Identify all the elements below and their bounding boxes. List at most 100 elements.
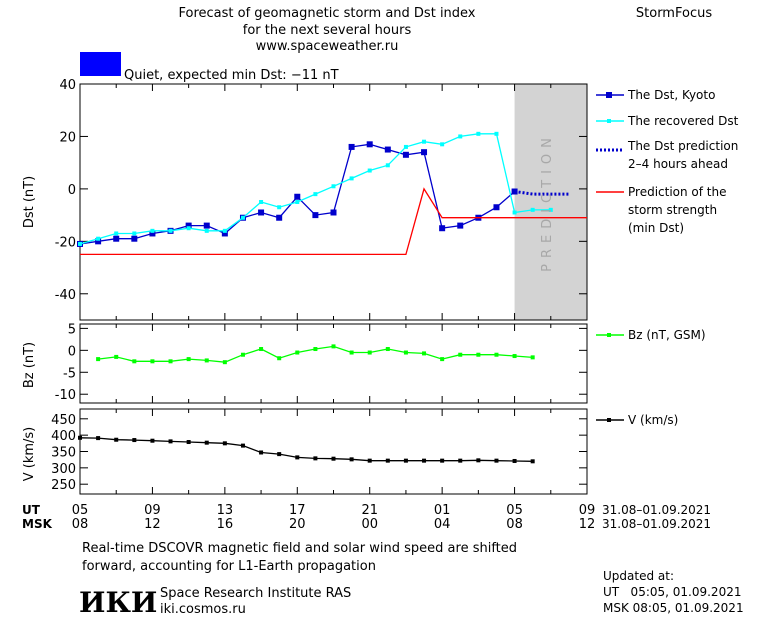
data-point bbox=[204, 228, 209, 233]
data-point bbox=[113, 235, 120, 242]
msk-tick-label: 12 bbox=[144, 517, 161, 532]
data-point bbox=[185, 222, 192, 229]
data-point bbox=[295, 200, 300, 204]
data-point bbox=[330, 209, 337, 216]
msk-tick-label: 04 bbox=[434, 517, 451, 532]
updated-label: Updated at: bbox=[603, 569, 674, 583]
msk-tick-label: 20 bbox=[289, 517, 306, 532]
data-point bbox=[277, 205, 282, 210]
y-tick-label: 0 bbox=[68, 183, 76, 198]
data-point bbox=[403, 458, 408, 463]
data-point bbox=[440, 357, 445, 362]
ut-tick-label: 01 bbox=[434, 503, 451, 518]
plot-frame bbox=[79, 323, 588, 404]
data-point bbox=[222, 360, 227, 365]
data-point bbox=[222, 441, 227, 446]
ut-tick-label: 09 bbox=[579, 503, 596, 518]
site-url: www.spaceweather.ru bbox=[256, 39, 399, 54]
data-point bbox=[422, 351, 427, 356]
y-tick-label: 5 bbox=[68, 322, 76, 337]
status-text: Quiet, expected min Dst: −11 nT bbox=[124, 68, 339, 83]
bz-panel: 5 0 -5 -10 Bz (nT) bbox=[22, 322, 588, 404]
data-point bbox=[530, 355, 535, 360]
y-tick-label: -20 bbox=[55, 235, 76, 250]
y-tick-label: 0 bbox=[68, 344, 76, 359]
legend-dst-kyoto: The Dst, Kyoto bbox=[627, 88, 715, 102]
prediction-label: PREDICTION bbox=[540, 132, 555, 272]
data-point bbox=[95, 238, 102, 245]
y-tick-label: 350 bbox=[51, 446, 76, 461]
time-axis: UT MSK 31.08–01.09.2021 31.08–01.09.2021… bbox=[22, 503, 711, 532]
data-point bbox=[240, 352, 245, 357]
data-point bbox=[476, 352, 481, 357]
data-point bbox=[530, 459, 535, 464]
legend: The Dst, Kyoto The recovered Dst The Dst… bbox=[596, 88, 739, 427]
data-point bbox=[476, 131, 481, 136]
data-point bbox=[132, 359, 137, 364]
chart-title-line-1: Forecast of geomagnetic storm and Dst in… bbox=[178, 6, 475, 21]
ut-tick-label: 21 bbox=[361, 503, 378, 518]
data-point bbox=[186, 357, 191, 362]
data-point bbox=[221, 230, 228, 237]
data-point bbox=[421, 149, 428, 156]
brand-label: StormFocus bbox=[636, 6, 712, 21]
msk-date-range: 31.08–01.09.2021 bbox=[602, 517, 711, 531]
y-tick-label: -40 bbox=[55, 288, 76, 303]
data-point bbox=[186, 226, 191, 231]
data-point bbox=[259, 347, 264, 352]
data-point bbox=[385, 347, 390, 352]
legend-bz: Bz (nT, GSM) bbox=[628, 328, 706, 342]
data-point bbox=[114, 231, 119, 236]
data-point bbox=[403, 144, 408, 149]
data-point bbox=[186, 440, 191, 445]
msk-tick-label: 00 bbox=[361, 517, 378, 532]
plot-frame bbox=[79, 83, 588, 321]
msk-label: MSK bbox=[22, 517, 53, 531]
chart-title-line-2: for the next several hours bbox=[243, 23, 412, 38]
data-point bbox=[367, 350, 372, 355]
data-point bbox=[132, 231, 137, 236]
ut-date-range: 31.08–01.09.2021 bbox=[602, 503, 711, 517]
data-point bbox=[96, 436, 101, 441]
data-point bbox=[348, 143, 355, 150]
iki-logo: ИКИ bbox=[79, 586, 157, 619]
series-line bbox=[79, 133, 551, 245]
data-point bbox=[168, 359, 173, 364]
legend-dst-recovered: The recovered Dst bbox=[627, 114, 739, 128]
data-point bbox=[494, 352, 499, 357]
data-point bbox=[548, 207, 553, 212]
ut-tick-label: 05 bbox=[506, 503, 523, 518]
data-point bbox=[114, 437, 119, 442]
plot-frame bbox=[79, 408, 588, 495]
data-point bbox=[313, 456, 318, 461]
data-point bbox=[494, 458, 499, 463]
data-point bbox=[150, 359, 155, 364]
data-point bbox=[366, 141, 373, 148]
data-point bbox=[458, 458, 463, 463]
data-point bbox=[295, 455, 300, 460]
legend-v: V (km/s) bbox=[628, 413, 678, 427]
data-point bbox=[385, 458, 390, 463]
data-point bbox=[402, 151, 409, 158]
data-point bbox=[440, 458, 445, 463]
institute-name: Space Research Institute RAS bbox=[160, 586, 351, 601]
legend-storm-strength-line-3: (min Dst) bbox=[628, 221, 684, 235]
data-point bbox=[367, 168, 372, 173]
data-point bbox=[203, 222, 210, 229]
msk-tick-label: 08 bbox=[506, 517, 523, 532]
data-point bbox=[312, 212, 319, 219]
legend-marker-dst-recovered bbox=[607, 119, 611, 123]
data-point bbox=[240, 215, 245, 220]
data-point bbox=[132, 438, 137, 443]
header: Forecast of geomagnetic storm and Dst in… bbox=[80, 6, 712, 83]
data-point bbox=[204, 440, 209, 445]
footer-note-line-2: forward, accounting for L1-Earth propaga… bbox=[82, 559, 376, 574]
data-point bbox=[78, 435, 82, 440]
data-point bbox=[168, 439, 173, 444]
data-point bbox=[295, 350, 300, 355]
msk-tick-label: 12 bbox=[579, 517, 596, 532]
data-point bbox=[149, 230, 156, 237]
y-tick-label: 250 bbox=[51, 478, 76, 493]
